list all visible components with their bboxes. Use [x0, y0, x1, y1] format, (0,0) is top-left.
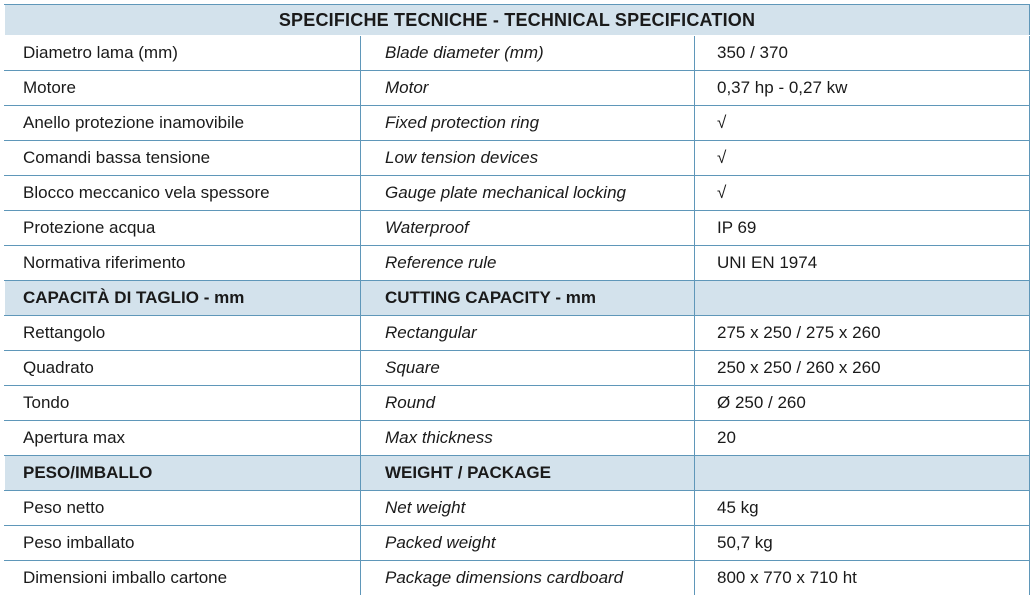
spec-value: √ [693, 140, 1030, 176]
table-row: Quadrato Square 250 x 250 / 260 x 260 [4, 350, 1030, 386]
spec-value: √ [693, 175, 1030, 211]
title-row: SPECIFICHE TECNICHE - TECHNICAL SPECIFIC… [3, 4, 1030, 36]
label-it: Motore [4, 70, 361, 106]
table-row: Rettangolo Rectangular 275 x 250 / 275 x 2… [4, 315, 1030, 351]
section-header-row: CAPACITÀ DI TAGLIO - mm CUTTING CAPACITY … [4, 280, 1030, 316]
table-row: Diametro lama (mm) Blade diameter (mm) 350… [4, 35, 1030, 71]
section-value-empty [693, 455, 1030, 491]
label-it: Protezione acqua [4, 210, 361, 246]
section-value-empty [693, 280, 1030, 316]
spec-value: IP 69 [693, 210, 1030, 246]
section-label-it: PESO/IMBALLO [4, 455, 361, 491]
section-label-en: CUTTING CAPACITY - mm [360, 280, 695, 316]
label-en: Motor [360, 70, 695, 106]
spec-value: 20 [693, 420, 1030, 456]
label-en: Blade diameter (mm) [360, 35, 695, 71]
label-en: Waterproof [360, 210, 695, 246]
table-row: Motore Motor 0,37 hp - 0,27 kw [4, 70, 1030, 106]
spec-value: 50,7 kg [693, 525, 1030, 561]
label-it: Quadrato [4, 350, 361, 386]
spec-value: 250 x 250 / 260 x 260 [693, 350, 1030, 386]
label-it: Dimensioni imballo cartone [4, 560, 361, 596]
table-row: Blocco meccanico vela spessore Gauge plat… [4, 175, 1030, 211]
label-it: Normativa riferimento [4, 245, 361, 281]
label-it: Peso netto [4, 490, 361, 526]
label-it: Blocco meccanico vela spessore [4, 175, 361, 211]
label-it: Peso imballato [4, 525, 361, 561]
table-row: Peso imballato Packed weight 50,7 kg [4, 525, 1030, 561]
label-en: Gauge plate mechanical locking [360, 175, 695, 211]
label-en: Reference rule [360, 245, 695, 281]
spec-value: UNI EN 1974 [693, 245, 1030, 281]
label-en: Max thickness [360, 420, 695, 456]
table-row: Tondo Round Ø 250 / 260 [4, 385, 1030, 421]
spec-value: 275 x 250 / 275 x 260 [693, 315, 1030, 351]
table-row: Dimensioni imballo cartone Package dimens… [4, 560, 1030, 596]
table-row: Protezione acqua Waterproof IP 69 [4, 210, 1030, 246]
label-it: Apertura max [4, 420, 361, 456]
table-row: Normativa riferimento Reference rule UNI E… [4, 245, 1030, 281]
section-label-en: WEIGHT / PACKAGE [360, 455, 695, 491]
label-en: Package dimensions cardboard [360, 560, 695, 596]
spec-value: 0,37 hp - 0,27 kw [693, 70, 1030, 106]
spec-table: SPECIFICHE TECNICHE - TECHNICAL SPECIFIC… [3, 4, 1030, 596]
label-it: Tondo [4, 385, 361, 421]
spec-body: Diametro lama (mm) Blade diameter (mm) 350… [4, 35, 1030, 596]
table-row: Apertura max Max thickness 20 [4, 420, 1030, 456]
table-row: Comandi bassa tensione Low tension device… [4, 140, 1030, 176]
label-en: Square [360, 350, 695, 386]
table-title: SPECIFICHE TECNICHE - TECHNICAL SPECIFIC… [3, 4, 1030, 36]
spec-value: Ø 250 / 260 [693, 385, 1030, 421]
spec-value: 350 / 370 [693, 35, 1030, 71]
label-en: Round [360, 385, 695, 421]
label-en: Packed weight [360, 525, 695, 561]
spec-value: √ [693, 105, 1030, 141]
label-en: Fixed protection ring [360, 105, 695, 141]
spec-value: 45 kg [693, 490, 1030, 526]
label-en: Low tension devices [360, 140, 695, 176]
label-it: Diametro lama (mm) [4, 35, 361, 71]
table-row: Peso netto Net weight 45 kg [4, 490, 1030, 526]
table-row: Anello protezione inamovibile Fixed prote… [4, 105, 1030, 141]
section-header-row: PESO/IMBALLO WEIGHT / PACKAGE [4, 455, 1030, 491]
label-en: Net weight [360, 490, 695, 526]
section-label-it: CAPACITÀ DI TAGLIO - mm [4, 280, 361, 316]
label-it: Rettangolo [4, 315, 361, 351]
spec-value: 800 x 770 x 710 ht [693, 560, 1030, 596]
label-it: Anello protezione inamovibile [4, 105, 361, 141]
label-en: Rectangular [360, 315, 695, 351]
label-it: Comandi bassa tensione [4, 140, 361, 176]
